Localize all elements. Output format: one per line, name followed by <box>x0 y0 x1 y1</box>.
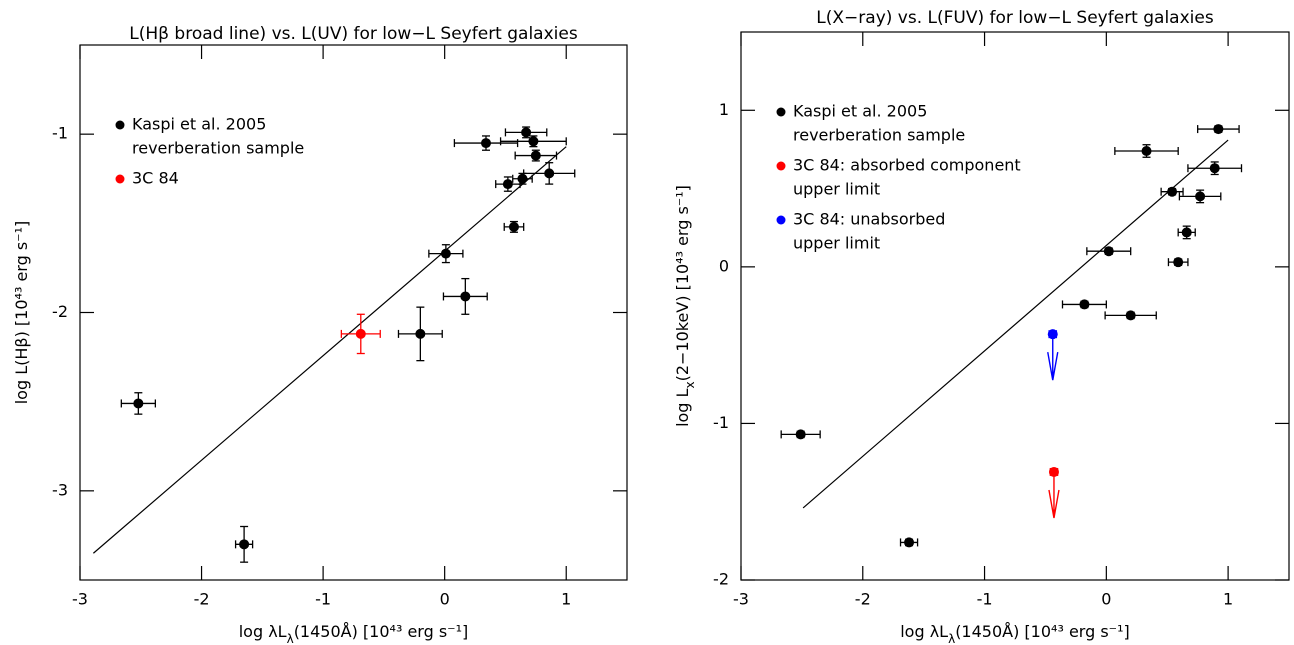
data-point <box>508 221 519 232</box>
legend-label: 3C 84: absorbed component <box>793 156 1021 175</box>
plot-frame <box>740 31 1290 581</box>
x-tick-label: 0 <box>1101 590 1111 609</box>
x-tick-label: -1 <box>315 590 331 609</box>
data-point <box>355 328 366 339</box>
legend-label: 3C 84: unabsorbed <box>793 210 945 229</box>
data-point <box>1125 310 1136 321</box>
x-axis-label-part: λ <box>287 632 294 645</box>
x-axis-label-part: λ <box>948 632 955 645</box>
x-axis-label-part: log λL <box>900 622 948 641</box>
data-point <box>1141 145 1152 156</box>
x-tick-label: -3 <box>733 590 749 609</box>
y-axis-label-part: log L <box>673 388 692 426</box>
data-point <box>1209 163 1220 174</box>
data-point <box>544 168 555 179</box>
y-tick-label: -1 <box>713 413 729 432</box>
legend-label: reverberation sample <box>793 126 965 145</box>
y-tick-label: -1 <box>52 124 68 143</box>
data-point <box>528 136 539 147</box>
legend-marker <box>115 174 125 184</box>
x-axis-label-part: (1450Å) [10⁴³ erg s⁻¹] <box>955 622 1130 641</box>
y-axis-label: log L(Hβ) [10⁴³ erg s⁻¹] <box>12 221 31 405</box>
data-point <box>1213 124 1224 135</box>
x-axis-label-part: (1450Å) [10⁴³ erg s⁻¹] <box>294 622 469 641</box>
legend-label: upper limit <box>793 234 880 253</box>
y-axis-label-part: (2−10keV) [10⁴³ erg s⁻¹] <box>673 185 692 381</box>
x-axis-label-part: log λL <box>239 622 287 641</box>
chart-title: L(Hβ broad line) vs. L(UV) for low−L Sey… <box>129 24 578 44</box>
chart-panel: L(X−ray) vs. L(FUV) for low−L Seyfert ga… <box>673 8 1290 645</box>
data-point <box>502 179 513 190</box>
x-axis-label: log λLλ(1450Å) [10⁴³ erg s⁻¹] <box>239 622 469 645</box>
y-tick-label: -2 <box>52 302 68 321</box>
data-point <box>1048 466 1059 477</box>
y-axis-label-part: log L(Hβ) [10⁴³ erg s⁻¹] <box>12 221 31 405</box>
x-tick-label: -1 <box>977 590 993 609</box>
y-tick-label: -3 <box>52 480 68 499</box>
y-tick-label: 0 <box>719 256 729 275</box>
legend-label: Kaspi et al. 2005 <box>132 115 266 134</box>
legend-label: 3C 84 <box>132 169 179 188</box>
data-point <box>530 150 541 161</box>
data-point <box>1195 191 1206 202</box>
data-point <box>904 537 915 548</box>
data-point <box>517 173 528 184</box>
legend-label: reverberation sample <box>132 139 304 158</box>
legend-marker <box>776 107 786 117</box>
data-point <box>1103 246 1114 257</box>
data-point <box>1181 227 1192 238</box>
data-point <box>1079 299 1090 310</box>
upper-limit-arrow <box>1047 334 1059 381</box>
fit-line <box>802 139 1229 509</box>
x-tick-label: -3 <box>72 590 88 609</box>
data-point <box>1173 257 1184 268</box>
data-point <box>1167 186 1178 197</box>
chart-panel: L(Hβ broad line) vs. L(UV) for low−L Sey… <box>12 24 628 645</box>
x-tick-label: -2 <box>855 590 871 609</box>
data-point <box>415 328 426 339</box>
fit-line <box>92 146 567 554</box>
data-point <box>1047 329 1058 340</box>
legend-marker <box>776 215 786 225</box>
data-point <box>521 127 532 138</box>
data-point <box>239 539 250 550</box>
y-tick-label: -2 <box>713 570 729 589</box>
data-point <box>440 248 451 259</box>
x-tick-label: -2 <box>194 590 210 609</box>
data-point <box>480 138 491 149</box>
x-tick-label: 0 <box>440 590 450 609</box>
y-tick-label: 1 <box>719 100 729 119</box>
y-axis-label: log Lx(2−10keV) [10⁴³ erg s⁻¹] <box>673 185 697 427</box>
data-point <box>133 398 144 409</box>
x-tick-label: 1 <box>1223 590 1233 609</box>
y-axis-label-part: x <box>683 381 697 388</box>
x-tick-label: 1 <box>561 590 571 609</box>
legend-label: upper limit <box>793 180 880 199</box>
legend-label: Kaspi et al. 2005 <box>793 102 927 121</box>
data-point <box>795 429 806 440</box>
legend-marker <box>776 161 786 171</box>
chart-title: L(X−ray) vs. L(FUV) for low−L Seyfert ga… <box>816 8 1214 28</box>
upper-limit-arrow <box>1048 471 1060 519</box>
data-point <box>460 291 471 302</box>
legend-marker <box>115 120 125 130</box>
x-axis-label: log λLλ(1450Å) [10⁴³ erg s⁻¹] <box>900 622 1130 645</box>
